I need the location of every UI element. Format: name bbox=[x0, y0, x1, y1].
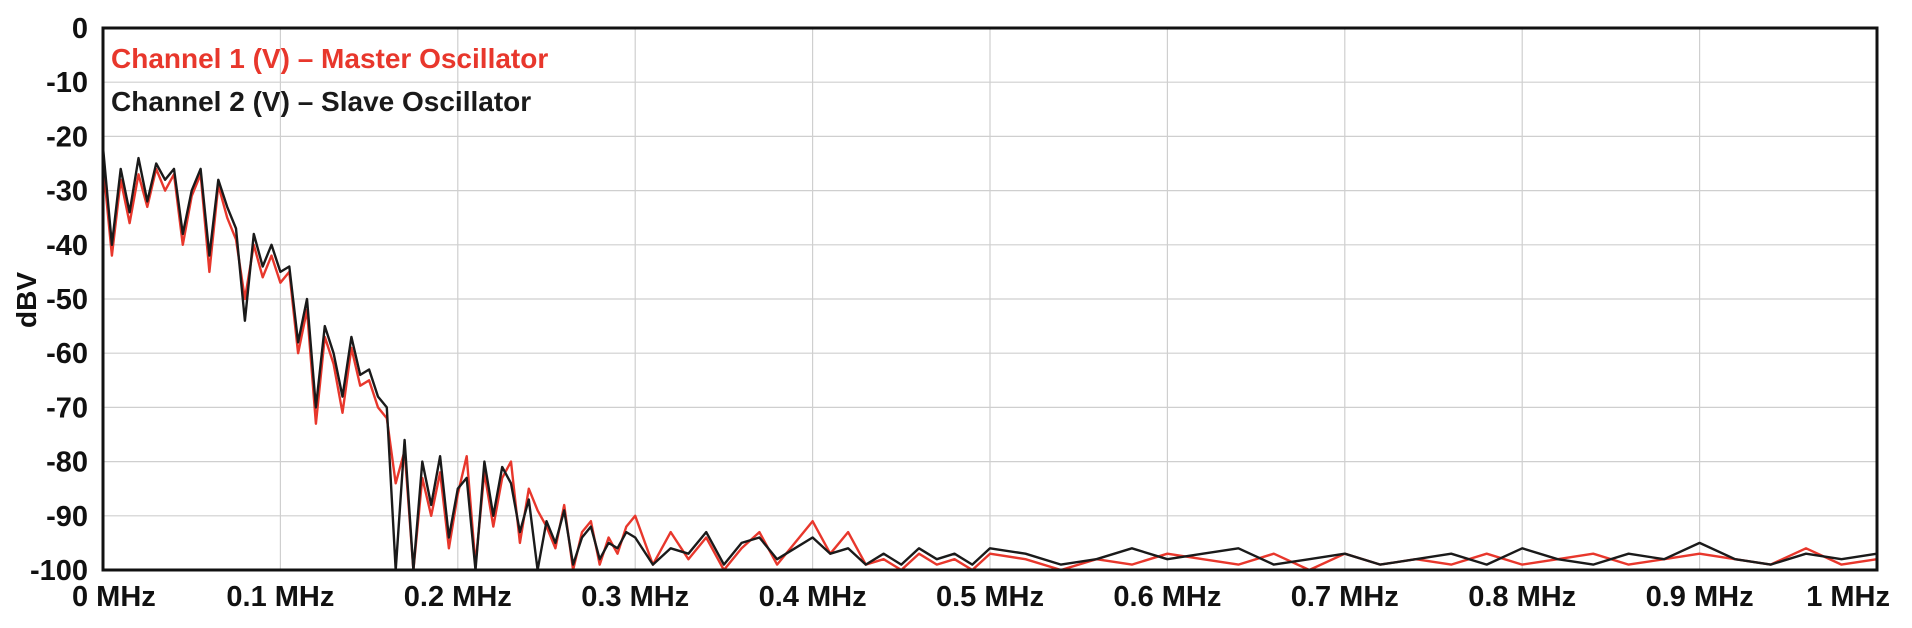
series-line-slave-oscillator bbox=[101, 147, 1878, 572]
x-tick-label: 0.6 MHz bbox=[1113, 581, 1221, 613]
plot-frame bbox=[101, 26, 1879, 572]
y-tick-label: -80 bbox=[46, 447, 88, 479]
y-tick-label: -50 bbox=[46, 284, 88, 316]
y-axis-label: dBV bbox=[11, 272, 42, 328]
x-tick-label: 1 MHz bbox=[1806, 581, 1890, 613]
x-tick-label: 0 MHz bbox=[72, 581, 156, 613]
y-tick-label: -100 bbox=[30, 555, 88, 587]
y-tick-label: -70 bbox=[46, 392, 88, 424]
legend-entry-master: Channel 1 (V) – Master Oscillator bbox=[111, 43, 548, 74]
y-tick-label: -90 bbox=[46, 501, 88, 533]
x-tick-label: 0.1 MHz bbox=[226, 581, 334, 613]
x-tick-label: 0.4 MHz bbox=[759, 581, 867, 613]
series-lines bbox=[101, 147, 1878, 572]
x-tick-label: 0.7 MHz bbox=[1291, 581, 1399, 613]
x-tick-label: 0.5 MHz bbox=[936, 581, 1044, 613]
x-tick-labels: 0 MHz 0.1 MHz 0.2 MHz 0.3 MHz 0.4 MHz 0.5 MHz… bbox=[72, 581, 1890, 613]
y-tick-label: -60 bbox=[46, 338, 88, 370]
y-tick-label: -20 bbox=[46, 121, 88, 153]
x-tick-label: 0.2 MHz bbox=[404, 581, 512, 613]
x-tick-label: 0.8 MHz bbox=[1468, 581, 1576, 613]
y-tick-label: -30 bbox=[46, 176, 88, 208]
y-tick-label: -10 bbox=[46, 67, 88, 99]
legend-entry-slave: Channel 2 (V) – Slave Oscillator bbox=[111, 86, 531, 117]
y-tick-label: 0 bbox=[72, 13, 88, 45]
y-tick-label: -40 bbox=[46, 230, 88, 262]
y-tick-labels: 0 -10 -20 -30 -40 -50 -60 -70 -80 -90 -100 bbox=[30, 13, 88, 587]
x-tick-label: 0.9 MHz bbox=[1646, 581, 1754, 613]
x-tick-label: 0.3 MHz bbox=[581, 581, 689, 613]
